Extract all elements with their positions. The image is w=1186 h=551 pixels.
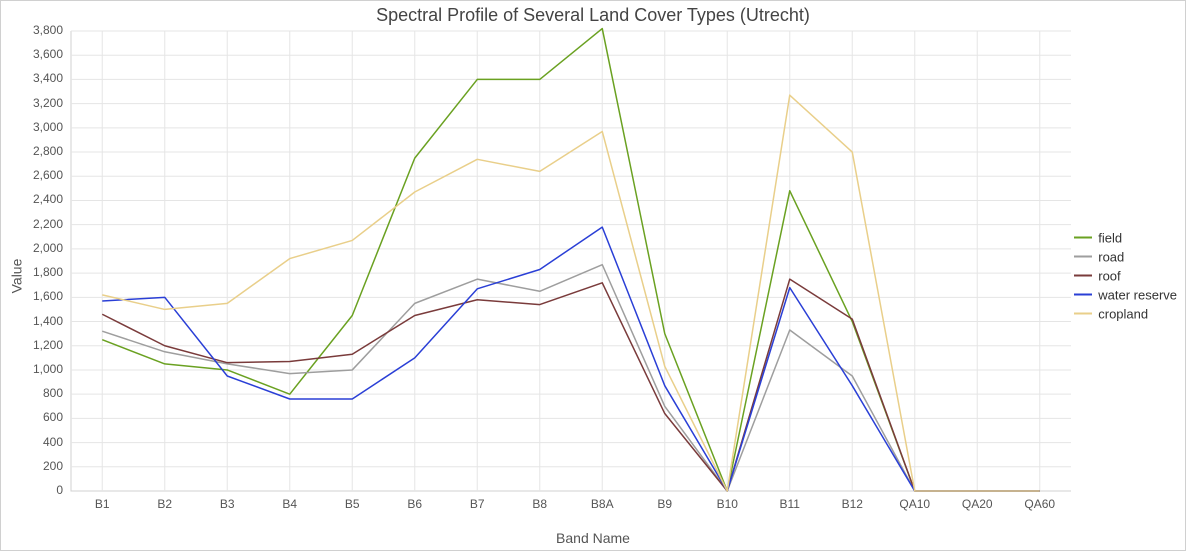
chart-plot-svg [1, 1, 1186, 551]
y-tick-label: 2,000 [1, 241, 63, 255]
y-tick-label: 1,400 [1, 314, 63, 328]
x-tick-label: B1 [72, 497, 132, 511]
x-tick-label: B3 [197, 497, 257, 511]
legend-item-roof[interactable]: roof [1074, 268, 1177, 283]
y-tick-label: 3,000 [1, 120, 63, 134]
legend-label: water reserve [1098, 287, 1177, 302]
legend-swatch [1074, 313, 1092, 315]
y-tick-label: 1,800 [1, 265, 63, 279]
y-tick-label: 3,600 [1, 47, 63, 61]
chart-container: Spectral Profile of Several Land Cover T… [0, 0, 1186, 551]
y-tick-label: 3,200 [1, 96, 63, 110]
series-line-field [102, 29, 1040, 491]
legend-label: roof [1098, 268, 1120, 283]
legend-swatch [1074, 275, 1092, 277]
x-tick-label: B12 [822, 497, 882, 511]
legend-label: cropland [1098, 306, 1148, 321]
y-tick-label: 2,400 [1, 192, 63, 206]
y-tick-label: 3,800 [1, 23, 63, 37]
x-tick-label: QA20 [947, 497, 1007, 511]
x-tick-label: B5 [322, 497, 382, 511]
x-tick-label: B6 [385, 497, 445, 511]
x-tick-label: B8A [572, 497, 632, 511]
y-tick-label: 2,200 [1, 217, 63, 231]
series-line-road [102, 265, 1040, 491]
legend-item-water-reserve[interactable]: water reserve [1074, 287, 1177, 302]
y-tick-label: 3,400 [1, 71, 63, 85]
legend-swatch [1074, 237, 1092, 239]
series-line-water-reserve [102, 227, 1040, 491]
x-tick-label: B9 [635, 497, 695, 511]
chart-legend: field road roof water reserve cropland [1074, 226, 1177, 325]
x-tick-label: B8 [510, 497, 570, 511]
y-tick-label: 1,600 [1, 289, 63, 303]
legend-item-cropland[interactable]: cropland [1074, 306, 1177, 321]
x-tick-label: B4 [260, 497, 320, 511]
x-tick-label: B10 [697, 497, 757, 511]
x-tick-label: B11 [760, 497, 820, 511]
y-tick-label: 0 [1, 483, 63, 497]
y-tick-label: 1,000 [1, 362, 63, 376]
y-tick-label: 1,200 [1, 338, 63, 352]
legend-swatch [1074, 256, 1092, 258]
series-line-roof [102, 279, 1040, 491]
y-tick-label: 2,600 [1, 168, 63, 182]
x-tick-label: QA10 [885, 497, 945, 511]
x-tick-label: B7 [447, 497, 507, 511]
y-tick-label: 2,800 [1, 144, 63, 158]
y-tick-label: 200 [1, 459, 63, 473]
legend-label: field [1098, 230, 1122, 245]
legend-swatch [1074, 294, 1092, 296]
x-tick-label: B2 [135, 497, 195, 511]
y-tick-label: 800 [1, 386, 63, 400]
legend-item-road[interactable]: road [1074, 249, 1177, 264]
y-tick-label: 600 [1, 410, 63, 424]
legend-item-field[interactable]: field [1074, 230, 1177, 245]
legend-label: road [1098, 249, 1124, 264]
x-tick-label: QA60 [1010, 497, 1070, 511]
y-tick-label: 400 [1, 435, 63, 449]
